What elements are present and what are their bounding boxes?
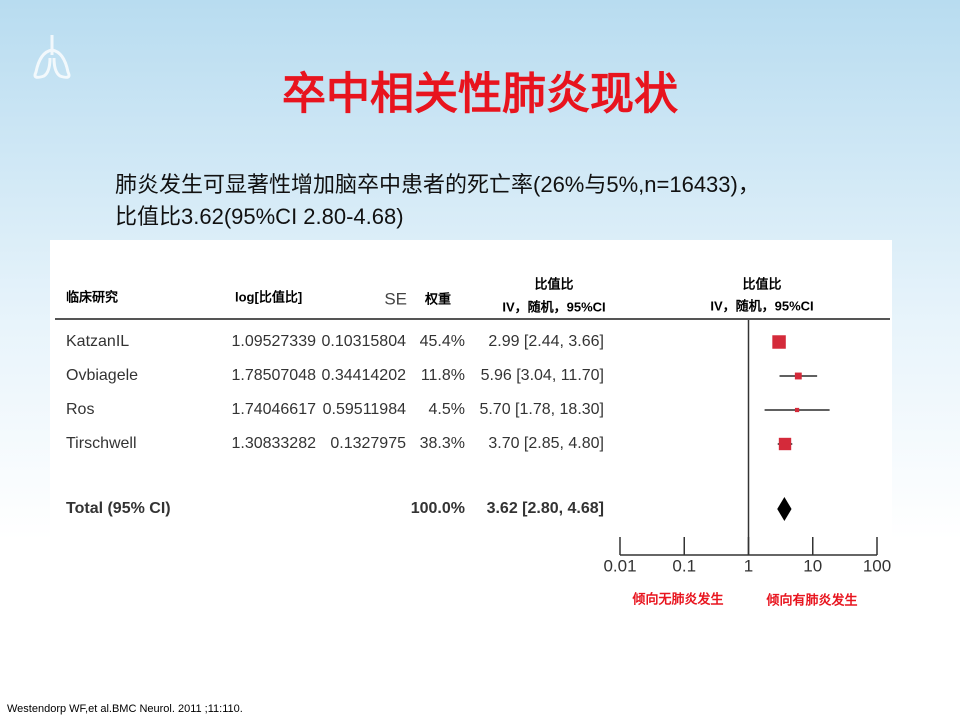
header: 比值比 xyxy=(742,276,781,291)
study-marker xyxy=(778,437,792,451)
log-or: 1.78507048 xyxy=(231,367,316,384)
x-tick-label: 100 xyxy=(863,556,891,575)
log-or: 1.30833282 xyxy=(231,435,316,452)
odds-ratio: 5.96 [3.04, 11.70] xyxy=(481,367,604,384)
title: 卒中相关性肺炎现状 xyxy=(282,70,679,119)
header: 权重 xyxy=(424,291,451,306)
log-or: 1.74046617 xyxy=(231,401,316,418)
header: IV，随机，95%CI xyxy=(710,298,813,313)
odds-ratio: 3.70 [2.85, 4.80] xyxy=(488,435,604,452)
study-name: Ovbiagele xyxy=(66,367,138,384)
odds-ratio: 2.99 [2.44, 3.66] xyxy=(488,333,604,350)
study-marker xyxy=(794,407,800,413)
x-tick-label: 0.01 xyxy=(603,556,636,575)
footer: Westendorp WF,et al.BMC Neurol. 2011 ;11… xyxy=(7,703,243,715)
se: 0.10315804 xyxy=(321,333,406,350)
header: 比值比 xyxy=(534,276,573,291)
se: 0.59511984 xyxy=(323,401,406,418)
log-or: 1.09527339 xyxy=(231,333,316,350)
odds-ratio: 3.62 [2.80, 4.68] xyxy=(487,500,604,517)
body-line: 比值比3.62(95%CI 2.80-4.68) xyxy=(115,204,404,229)
direction-label: 倾向有肺炎发生 xyxy=(765,592,857,607)
header: log[比值比] xyxy=(235,289,302,304)
odds-ratio: 5.70 [1.78, 18.30] xyxy=(479,401,604,418)
study-name: Tirschwell xyxy=(66,435,137,452)
lung-icon xyxy=(33,35,71,79)
forest-panel xyxy=(50,240,892,625)
x-tick-label: 10 xyxy=(803,556,822,575)
x-tick-label: 0.1 xyxy=(672,556,696,575)
study-name: Total (95% CI) xyxy=(66,500,171,517)
study-marker xyxy=(772,335,786,349)
total-diamond xyxy=(777,497,792,521)
study-marker xyxy=(794,372,802,380)
header: SE xyxy=(384,289,407,308)
body-line: 肺炎发生可显著性增加脑卒中患者的死亡率(26%与5%,n=16433)， xyxy=(115,172,760,197)
study-name: Ros xyxy=(66,401,94,418)
header: IV，随机，95%CI xyxy=(502,299,605,314)
study-name: KatzanIL xyxy=(66,333,129,350)
weight: 38.3% xyxy=(420,435,465,452)
direction-label: 倾向无肺炎发生 xyxy=(631,591,723,606)
se: 0.1327975 xyxy=(330,435,406,452)
weight: 100.0% xyxy=(411,500,465,517)
weight: 4.5% xyxy=(429,401,465,418)
weight: 45.4% xyxy=(420,333,465,350)
se: 0.34414202 xyxy=(321,367,406,384)
header: 临床研究 xyxy=(66,289,118,304)
weight: 11.8% xyxy=(421,367,465,384)
x-tick-label: 1 xyxy=(744,556,753,575)
